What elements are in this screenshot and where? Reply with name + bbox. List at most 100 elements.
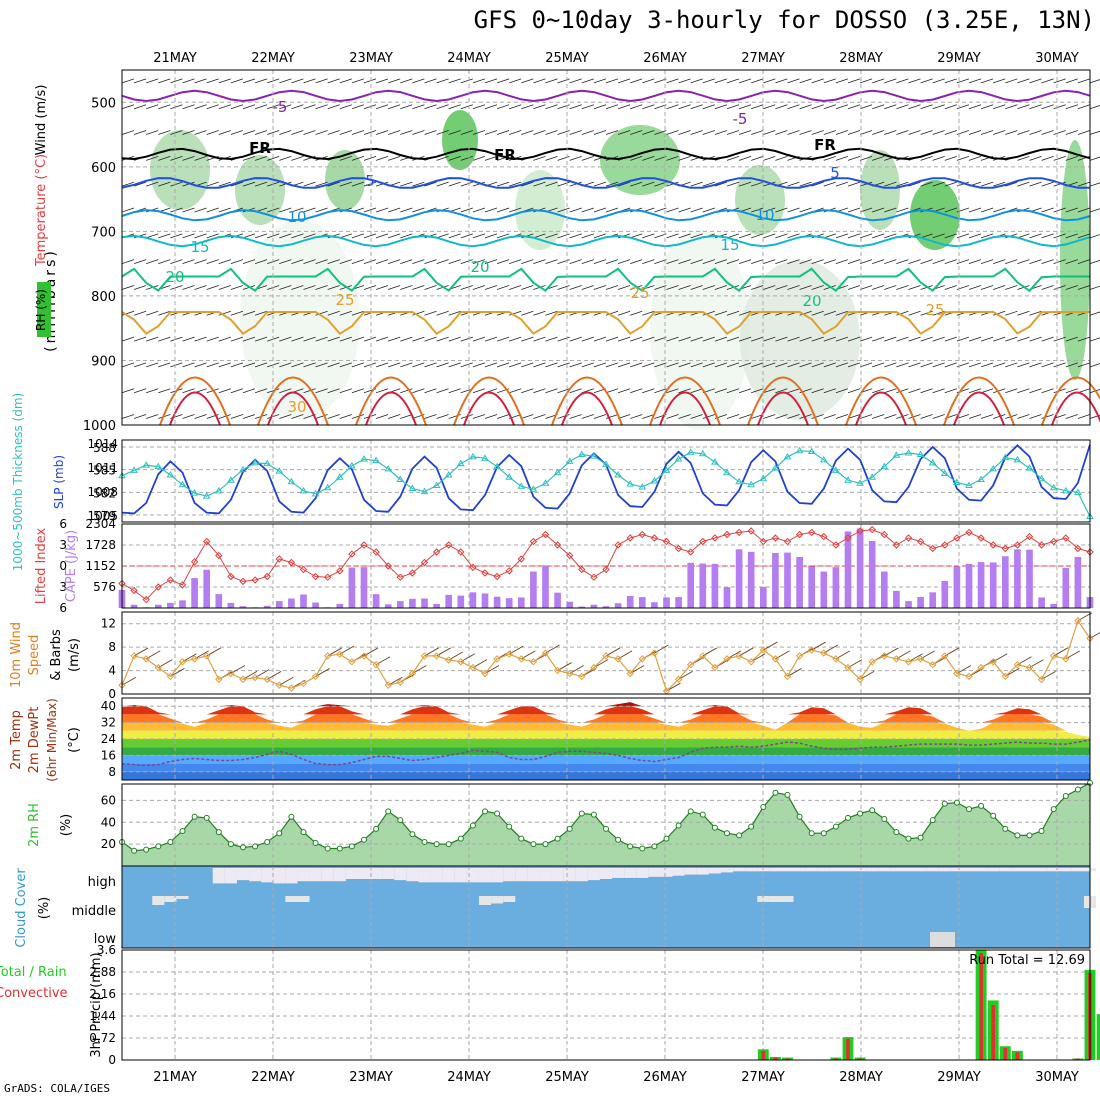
wind-barb	[1077, 233, 1091, 239]
wind-barb	[799, 362, 812, 368]
wind-barb	[630, 233, 643, 239]
thickness-marker	[590, 452, 598, 459]
wind-barb	[436, 414, 449, 419]
wind-barb	[400, 207, 413, 213]
wind-barb	[424, 362, 437, 368]
cape-bar	[336, 603, 344, 608]
isotherm-30	[453, 376, 525, 426]
middle-cloud-gap	[781, 896, 794, 902]
wind-barb	[617, 285, 631, 290]
wind-barb	[666, 155, 679, 161]
high-cloud-gap	[1047, 868, 1060, 872]
precip-tick-label: 1.44	[89, 1009, 116, 1023]
cape-bar	[566, 601, 574, 608]
wind-barb	[182, 414, 195, 419]
wind-barb	[412, 362, 425, 368]
rh-marker	[966, 806, 972, 813]
wind-barb	[1089, 285, 1100, 290]
thickness-marker	[1025, 464, 1034, 471]
rh-tick-label: 40	[101, 815, 116, 829]
thickness-marker	[432, 481, 441, 489]
wind-marker	[215, 675, 223, 684]
rh-marker	[240, 844, 246, 851]
high-cloud-gap	[297, 868, 310, 882]
wind-barb	[242, 414, 256, 419]
wind-barb	[835, 310, 849, 316]
wind-barb	[751, 104, 764, 110]
wind-barb	[690, 78, 703, 84]
wind-barb	[896, 388, 909, 394]
wind-barb	[738, 362, 752, 368]
thickness-marker	[469, 452, 477, 460]
li-marker	[904, 534, 913, 542]
isotherm-line	[121, 177, 1090, 189]
day-label-bottom: 21MAY	[153, 1070, 197, 1085]
wind-barb	[484, 155, 498, 161]
wind-marker	[178, 658, 187, 666]
panel-frame	[121, 611, 1091, 695]
high-cloud-gap	[660, 868, 673, 877]
wind-barb	[690, 207, 703, 213]
wind-barb	[1077, 130, 1091, 135]
wind-barb	[121, 130, 135, 135]
wind-barb	[1053, 233, 1066, 239]
wind-barb	[496, 336, 510, 342]
wind-barb	[678, 233, 691, 239]
wind-barb	[254, 362, 268, 368]
li-marker	[856, 527, 864, 535]
cape-bar	[929, 592, 937, 608]
grads-credit: GrADS: COLA/IGES	[4, 1082, 110, 1095]
cape-bar	[469, 592, 477, 608]
thickness-tick-label: 585	[93, 464, 116, 478]
wind-barb	[218, 181, 231, 187]
cape-tick-label: 1728	[85, 538, 116, 552]
wind-barb	[158, 259, 171, 265]
high-cloud-gap	[394, 868, 407, 881]
cape-bar	[384, 604, 392, 608]
wind-barb	[593, 414, 607, 419]
pressure-tick-label: 900	[91, 354, 116, 369]
wind-barb	[799, 310, 812, 316]
wind-barb	[775, 336, 788, 342]
wind-barb	[448, 310, 461, 316]
high-cloud-gap	[224, 868, 237, 884]
wind-barb	[884, 130, 897, 135]
cape-bar	[493, 596, 501, 608]
wind-marker	[336, 650, 344, 658]
wind-barb	[279, 336, 292, 342]
cape-bar	[663, 597, 670, 608]
high-cloud-gap	[1011, 868, 1024, 872]
wind-barb	[158, 78, 171, 84]
cape-bar	[1001, 556, 1009, 608]
wind-barb	[738, 414, 752, 419]
wind-barb	[158, 362, 171, 368]
wind-barb	[859, 207, 873, 213]
wind-barb	[182, 388, 195, 394]
isotherm-30	[551, 376, 623, 426]
wind-barb	[726, 414, 740, 419]
wind-barb	[351, 259, 365, 265]
wind-barb	[327, 362, 340, 368]
rh-marker	[203, 814, 210, 821]
wind-marker	[348, 658, 356, 666]
wind-barb	[920, 362, 933, 368]
cape-bar	[941, 581, 949, 608]
wind-barb	[279, 388, 292, 394]
pressure-tick-label: 500	[91, 96, 116, 111]
high-cloud-gap	[914, 868, 927, 872]
isotherm-35	[365, 391, 417, 426]
rh-marker	[808, 830, 815, 837]
wind-barb	[714, 310, 728, 316]
rh-marker	[167, 838, 174, 845]
wind-barb	[242, 155, 256, 161]
wind-barb	[944, 285, 957, 290]
wind-barb	[642, 233, 655, 239]
wind-barb	[980, 78, 994, 84]
wind-barb	[412, 336, 425, 342]
wind-barb	[1029, 259, 1042, 265]
wind-marker	[420, 652, 429, 660]
li-marker	[275, 555, 284, 563]
high-cloud-gap	[745, 868, 758, 872]
humidity-shading	[735, 165, 785, 235]
wind-barb	[1005, 310, 1018, 316]
